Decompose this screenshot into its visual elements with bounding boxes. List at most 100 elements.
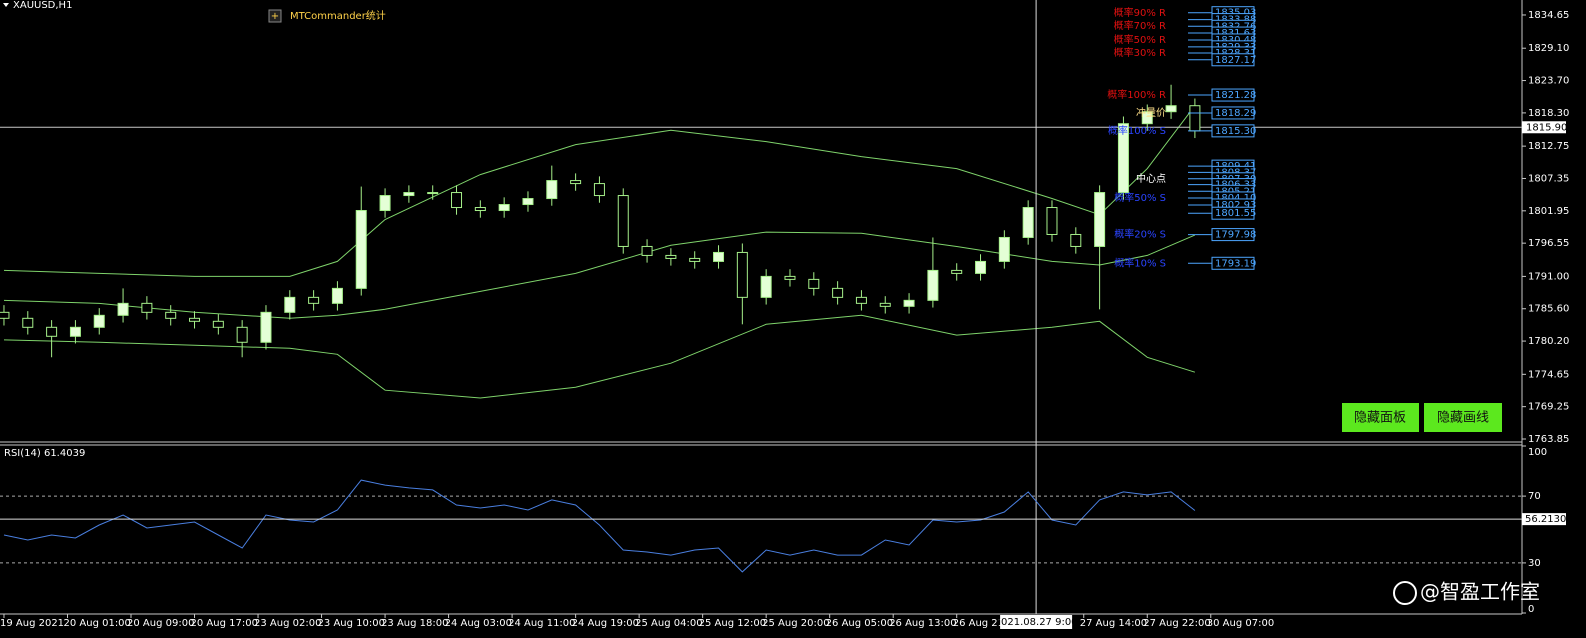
y-tick-label: 1763.85	[1528, 434, 1569, 445]
annotation: 概率90% R	[1114, 6, 1166, 19]
y-tick-label: 1769.25	[1528, 402, 1569, 413]
candle-body	[308, 296, 320, 304]
candle-body	[570, 180, 582, 185]
candle-body	[236, 326, 248, 343]
y-tick-label: 1780.20	[1528, 336, 1569, 347]
candle-body	[93, 314, 105, 328]
symbol-title: XAUUSD,H1	[13, 0, 72, 11]
candle-body	[713, 251, 725, 262]
annotation: 概率100% R	[1107, 88, 1166, 101]
level-box	[1211, 206, 1255, 220]
panel-toggle[interactable]	[268, 9, 282, 23]
x-tick-label: 24 Aug 03:00	[445, 618, 512, 629]
current-price-label: 1815.90	[1526, 122, 1567, 133]
level-box	[1211, 53, 1255, 67]
rsi-title: RSI(14) 61.4039	[4, 448, 85, 459]
candle-body	[1046, 207, 1058, 235]
x-tick-label: 24 Aug 11:00	[508, 618, 575, 629]
x-tick-label: 23 Aug 02:00	[254, 618, 321, 629]
candle-body	[879, 302, 891, 307]
x-tick-label: 26 Aug 05:00	[826, 618, 893, 629]
candle-body	[189, 317, 201, 322]
level-box	[1211, 88, 1255, 102]
x-tick-label: 26 Aug 13:00	[889, 618, 956, 629]
candle-body	[379, 195, 391, 212]
candle-body	[998, 236, 1010, 262]
candle-body	[117, 302, 129, 316]
rsi-tick-label: 0	[1528, 604, 1534, 615]
candle-body	[69, 326, 81, 337]
candle-body	[284, 296, 296, 313]
watermark-logo	[1393, 581, 1417, 605]
symbol-menu-icon[interactable]	[3, 3, 9, 7]
panel-toggle-plus: +	[271, 11, 279, 22]
annotation: 概率30% R	[1114, 46, 1166, 59]
annotation: 中心点	[1136, 172, 1166, 185]
candle-body	[832, 287, 844, 298]
level-label: 1802.93	[1215, 200, 1256, 211]
band-line	[3, 105, 1196, 277]
x-tick-label: 25 Aug 04:00	[635, 618, 702, 629]
candle-body	[784, 275, 796, 280]
candle-body	[689, 257, 701, 262]
crosshair-value-label: 56.2130	[1525, 514, 1566, 525]
y-tick-label: 1818.30	[1528, 108, 1569, 119]
current-price-box	[1522, 121, 1566, 134]
x-tick-label: 19 Aug 2021	[0, 618, 64, 629]
candle-body	[212, 320, 224, 328]
hide-panel-button[interactable]: 隐藏面板	[1342, 403, 1419, 432]
level-label: 1801.55	[1215, 208, 1256, 219]
button-label: 隐藏面板	[1354, 411, 1406, 426]
y-tick-label: 1801.95	[1528, 206, 1569, 217]
x-tick-label: 23 Aug 10:00	[318, 618, 385, 629]
level-label: 1815.30	[1215, 126, 1256, 137]
x-tick-label: 20 Aug 17:00	[191, 618, 258, 629]
crosshair-value-box	[1522, 513, 1566, 526]
annotation: 概率10% S	[1114, 256, 1166, 269]
button-bg	[1424, 403, 1502, 432]
candle-body	[1094, 192, 1106, 247]
candle-body	[1165, 105, 1177, 113]
y-tick-label: 1785.60	[1528, 304, 1569, 315]
candle-body	[46, 326, 58, 337]
level-box	[1211, 228, 1255, 242]
candle-body	[0, 311, 10, 319]
x-tick-label: 20 Aug 09:00	[127, 618, 194, 629]
annotation: 概率50% S	[1114, 191, 1166, 204]
candle-body	[593, 183, 605, 197]
level-box	[1211, 124, 1255, 138]
y-tick-label: 1823.70	[1528, 76, 1569, 87]
annotation: 概率100% S	[1108, 124, 1166, 137]
candle-body	[355, 210, 367, 289]
y-tick-label: 1774.65	[1528, 369, 1569, 380]
candle-body	[951, 269, 963, 274]
crosshair-time-box	[1000, 615, 1073, 629]
y-tick-label: 1796.55	[1528, 238, 1569, 249]
level-box	[1211, 106, 1255, 120]
watermark: @智盈工作室	[1420, 580, 1540, 604]
rsi-line	[3, 479, 1196, 573]
candle-body	[1189, 105, 1201, 132]
candle-body	[903, 299, 915, 307]
annotation: 概率70% R	[1114, 19, 1166, 32]
candle-body	[855, 296, 867, 304]
candle-body	[1141, 111, 1153, 125]
candle-body	[403, 192, 415, 197]
panel-label: MTCommander统计	[290, 9, 386, 22]
candle-body	[1022, 207, 1034, 238]
level-label: 1827.17	[1215, 55, 1256, 66]
hide-lines-button[interactable]: 隐藏画线	[1424, 403, 1502, 432]
y-tick-label: 1829.10	[1528, 43, 1569, 54]
candle-body	[451, 192, 463, 209]
candle-body	[498, 204, 510, 212]
level-label: 1818.29	[1215, 108, 1256, 119]
candle-body	[641, 245, 653, 256]
x-tick-label: 27 Aug 22:00	[1143, 618, 1210, 629]
button-bg	[1342, 403, 1419, 432]
candle-body	[975, 260, 987, 274]
candle-body	[260, 311, 272, 343]
candle-body	[1070, 233, 1082, 247]
